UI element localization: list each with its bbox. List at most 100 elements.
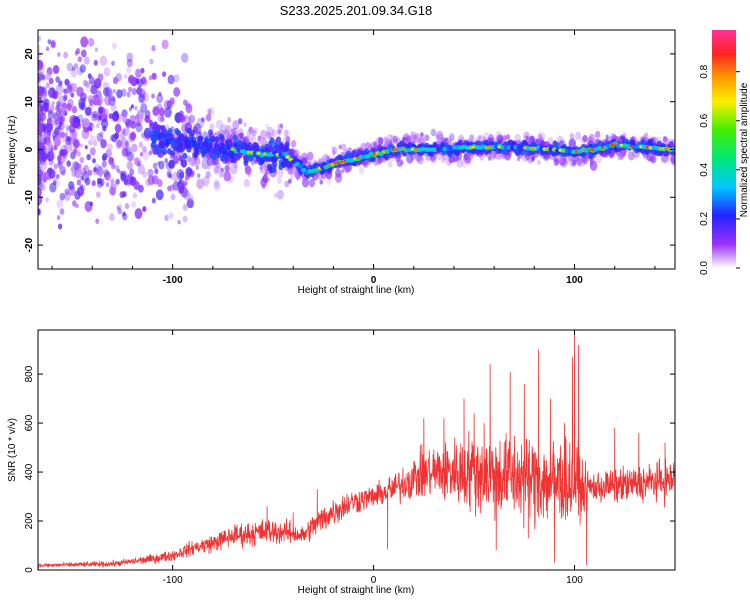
- spectrogram-band-blob: [275, 136, 281, 143]
- spectrogram-noise-blob: [107, 143, 113, 151]
- spectrogram-noise-blob: [140, 102, 148, 113]
- snr-y-tick-label: 0: [24, 567, 35, 573]
- spectrogram-band-blob: [648, 138, 654, 146]
- spectrogram-noise-blob: [176, 182, 180, 187]
- spectrogram-noise-blob: [406, 152, 414, 164]
- spectrogram-noise-blob: [135, 112, 144, 124]
- spectrogram-noise-blob: [38, 147, 45, 156]
- spectrogram-noise-blob: [186, 155, 191, 163]
- spectrogram-noise-blob: [198, 130, 202, 136]
- spectrogram-noise-blob: [319, 179, 324, 185]
- spectrogram-band-blob: [208, 129, 214, 136]
- spectrogram-noise-blob: [65, 124, 70, 131]
- spectrogram-noise-blob: [196, 178, 204, 190]
- spectrogram-noise-blob: [83, 56, 90, 65]
- spectrogram-noise-blob: [223, 129, 230, 138]
- snr-y-tick-label: 400: [24, 463, 35, 480]
- spectrogram-y-tick-label: 10: [24, 96, 35, 108]
- spectrogram-noise-blob: [92, 139, 98, 147]
- spectrogram-noise-blob: [132, 192, 138, 199]
- spectrogram-noise-blob: [158, 160, 165, 170]
- colorbar-tick-label: 0.6: [699, 113, 710, 127]
- spectrogram-noise-blob: [131, 201, 137, 208]
- spectrogram-noise-blob: [102, 87, 110, 97]
- spectrogram-noise-blob: [575, 157, 582, 166]
- spectrogram-noise-blob: [38, 49, 42, 59]
- spectrogram-noise-blob: [112, 76, 119, 85]
- spectrogram-noise-blob: [124, 203, 130, 210]
- spectrogram-noise-blob: [51, 119, 56, 126]
- spectrogram-noise-blob: [571, 159, 577, 166]
- spectrogram-noise-blob: [42, 101, 50, 111]
- spectrogram-noise-blob: [182, 99, 188, 106]
- spectrogram-noise-blob: [38, 35, 42, 42]
- spectrogram-noise-blob: [129, 168, 135, 176]
- spectrogram-noise-blob: [117, 168, 121, 174]
- spectrogram-noise-blob: [182, 179, 188, 186]
- spectrogram-noise-blob: [73, 139, 80, 149]
- snr-x-tick-label: -100: [163, 575, 183, 586]
- spectrogram-band-blob: [289, 148, 295, 155]
- spectrogram-noise-blob: [70, 68, 78, 78]
- spectrogram-noise-blob: [469, 134, 475, 142]
- spectrogram-noise-blob: [80, 36, 89, 48]
- spectrogram-noise-blob: [181, 123, 188, 133]
- spectrogram-noise-blob: [279, 123, 284, 129]
- spectrogram-y-tick-label: -10: [24, 190, 35, 205]
- spectrogram-noise-blob: [289, 171, 296, 180]
- spectrogram-noise-blob: [209, 123, 215, 131]
- spectrogram-noise-blob: [184, 115, 192, 126]
- spectrogram-band-blob: [149, 123, 155, 130]
- spectrogram-noise-blob: [373, 141, 377, 147]
- spectrogram-noise-blob: [104, 94, 112, 106]
- spectrogram-noise-blob: [41, 152, 48, 162]
- spectrogram-noise-blob: [247, 131, 254, 141]
- spectrogram-noise-blob: [88, 99, 94, 106]
- spectrogram-noise-blob: [82, 79, 88, 87]
- spectrogram-noise-blob: [57, 81, 62, 88]
- spectrogram-noise-blob: [148, 75, 153, 81]
- spectrogram-noise-blob: [227, 117, 232, 123]
- spectrogram-noise-blob: [206, 156, 210, 161]
- spectrogram-noise-blob: [205, 113, 212, 122]
- spectrogram-noise-blob: [177, 219, 181, 225]
- spectrogram-noise-blob: [64, 132, 68, 138]
- spectrogram-noise-blob: [92, 136, 96, 141]
- spectrogram-noise-blob: [73, 63, 79, 70]
- spectrogram-noise-blob: [424, 134, 430, 141]
- spectrogram-noise-blob: [50, 39, 56, 48]
- spectrogram-noise-blob: [563, 157, 569, 165]
- spectrogram-noise-blob: [195, 165, 199, 170]
- spectrogram-noise-blob: [48, 167, 53, 173]
- spectrogram-noise-blob: [66, 103, 73, 112]
- spectrogram-noise-blob: [96, 132, 104, 142]
- spectrogram-x-tick-label: 0: [371, 275, 377, 286]
- spectrogram-noise-blob: [105, 182, 110, 187]
- spectrogram-noise-blob: [266, 126, 274, 138]
- spectrogram-noise-blob: [173, 87, 181, 97]
- spectrogram-noise-blob: [131, 143, 138, 153]
- colorbar-gradient: [712, 30, 736, 268]
- spectrogram-noise-blob: [181, 52, 189, 63]
- spectrogram-ridge-blob: [300, 167, 307, 173]
- spectrogram-noise-blob: [143, 127, 152, 139]
- spectrogram-noise-blob: [73, 161, 80, 171]
- spectrogram-noise-blob: [85, 82, 93, 93]
- snr-y-tick-label: 800: [24, 365, 35, 382]
- spectrogram-noise-blob: [58, 80, 63, 86]
- spectrogram-noise-blob: [271, 129, 278, 138]
- spectrogram-noise-blob: [448, 132, 455, 142]
- spectrogram-noise-blob: [147, 168, 154, 178]
- spectrogram-noise-blob: [75, 203, 79, 209]
- spectrogram-noise-blob: [595, 154, 602, 163]
- spectrogram-noise-blob: [122, 115, 128, 124]
- spectrogram-noise-blob: [53, 135, 61, 147]
- spectrogram-noise-blob: [463, 152, 470, 161]
- spectrogram-noise-blob: [582, 134, 588, 143]
- spectrogram-noise-blob: [383, 136, 388, 143]
- spectrogram-noise-blob: [38, 105, 43, 113]
- spectrogram-noise-blob: [308, 178, 315, 188]
- spectrogram-noise-blob: [154, 168, 159, 175]
- spectrogram-noise-blob: [207, 108, 212, 115]
- spectrogram-noise-blob: [39, 157, 46, 166]
